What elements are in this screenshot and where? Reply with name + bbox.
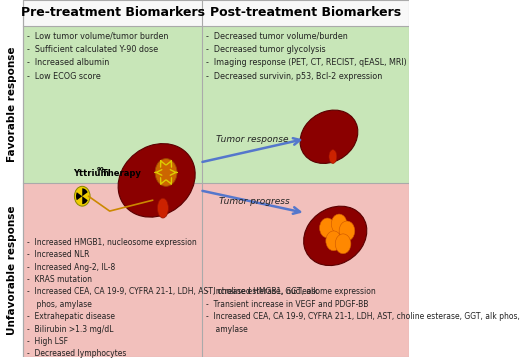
Wedge shape	[82, 188, 88, 196]
Text: -  Low tumor volume/tumor burden: - Low tumor volume/tumor burden	[28, 32, 169, 41]
Text: Tumor progress: Tumor progress	[219, 197, 290, 206]
Text: Tumor response: Tumor response	[216, 135, 289, 144]
Text: -  Low ECOG score: - Low ECOG score	[28, 72, 101, 81]
Wedge shape	[76, 192, 82, 200]
Text: -  Increased HMGB1, nucleosome expression: - Increased HMGB1, nucleosome expression	[206, 287, 376, 296]
Text: -  Extrahepatic disease: - Extrahepatic disease	[28, 312, 115, 321]
Circle shape	[339, 221, 355, 241]
Bar	[23, 183, 202, 357]
Text: -  Increased HMGB1, nucleosome expression: - Increased HMGB1, nucleosome expression	[28, 238, 197, 247]
Circle shape	[335, 234, 351, 254]
Bar	[202, 26, 409, 183]
Ellipse shape	[304, 206, 367, 266]
Text: -  Increased CEA, CA 19-9, CYFRA 21-1, LDH, AST, choline esterase, GGT, alk phos: - Increased CEA, CA 19-9, CYFRA 21-1, LD…	[206, 312, 520, 321]
Text: -  Sufficient calculated Y-90 dose: - Sufficient calculated Y-90 dose	[28, 45, 159, 54]
Text: Therapy: Therapy	[100, 170, 141, 179]
Wedge shape	[82, 196, 88, 204]
Text: Pre-treatment Biomarkers: Pre-treatment Biomarkers	[21, 6, 205, 19]
Text: -  Decreased tumor volume/burden: - Decreased tumor volume/burden	[206, 32, 348, 41]
Bar	[0, 0, 23, 357]
Text: -  Increased NLR: - Increased NLR	[28, 250, 90, 259]
Text: Unfavorable response: Unfavorable response	[7, 205, 17, 335]
Text: -  High LSF: - High LSF	[28, 337, 68, 346]
Text: Yttrium: Yttrium	[73, 170, 109, 179]
Text: Post-treatment Biomarkers: Post-treatment Biomarkers	[210, 6, 401, 19]
Text: -  Increased Ang-2, IL-8: - Increased Ang-2, IL-8	[28, 263, 116, 272]
Text: -  KRAS mutation: - KRAS mutation	[28, 275, 92, 284]
Circle shape	[75, 186, 90, 206]
Text: -  Imaging response (PET, CT, RECIST, qEASL, MRI): - Imaging response (PET, CT, RECIST, qEA…	[206, 58, 407, 67]
Ellipse shape	[158, 198, 169, 218]
Ellipse shape	[118, 144, 195, 217]
Bar	[23, 26, 202, 183]
Text: -  Increased CEA, CA 19-9, CYFRA 21-1, LDH, AST, choline esterase, GGT, alk: - Increased CEA, CA 19-9, CYFRA 21-1, LD…	[28, 287, 318, 296]
Text: -  Transient increase in VEGF and PDGF-BB: - Transient increase in VEGF and PDGF-BB	[206, 300, 369, 309]
Circle shape	[155, 158, 177, 186]
Ellipse shape	[329, 150, 337, 163]
Ellipse shape	[300, 110, 358, 163]
Text: -  Decreased survivin, p53, Bcl-2 expression: - Decreased survivin, p53, Bcl-2 express…	[206, 72, 382, 81]
Text: amylase: amylase	[206, 325, 248, 334]
Circle shape	[326, 231, 341, 251]
Circle shape	[331, 214, 347, 234]
Text: -  Decreased lymphocytes: - Decreased lymphocytes	[28, 349, 127, 358]
Text: -  Decreased tumor glycolysis: - Decreased tumor glycolysis	[206, 45, 326, 54]
Circle shape	[319, 218, 335, 238]
Text: 90: 90	[97, 167, 105, 172]
Text: -  Increased albumin: - Increased albumin	[28, 58, 110, 67]
Text: Favorable response: Favorable response	[7, 47, 17, 162]
Text: phos, amylase: phos, amylase	[28, 300, 92, 309]
Bar	[23, 0, 409, 26]
Bar	[202, 183, 409, 357]
Text: -  Bilirubin >1.3 mg/dL: - Bilirubin >1.3 mg/dL	[28, 325, 114, 334]
